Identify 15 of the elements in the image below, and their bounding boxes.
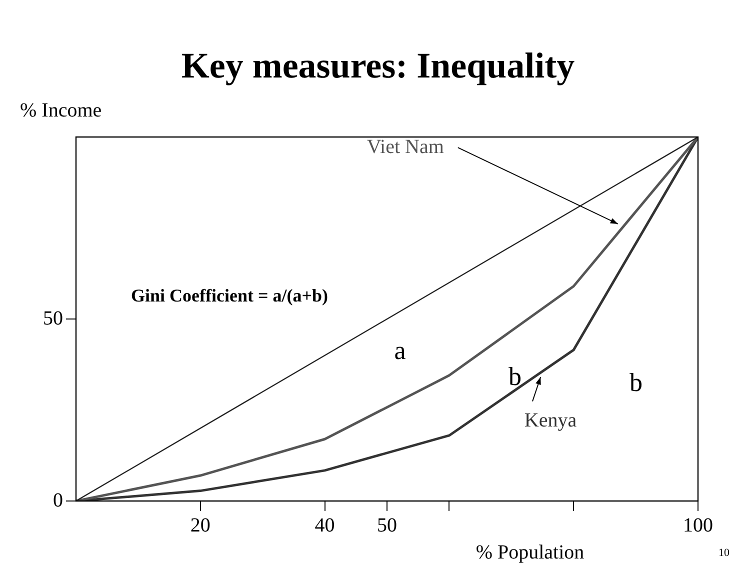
chart-title: Key measures: Inequality <box>181 45 575 86</box>
x-tick-label: 20 <box>190 514 210 536</box>
annotation: Gini Coefficient = a/(a+b) <box>131 286 328 306</box>
annotation: b <box>630 368 642 397</box>
x-tick-label: 40 <box>314 514 335 536</box>
annotation: a <box>394 336 406 365</box>
x-tick-label: 50 <box>377 514 397 536</box>
text: 10 <box>718 546 730 559</box>
y-tick-label: 0 <box>53 489 63 512</box>
series-label: Kenya <box>524 410 577 432</box>
x-axis-title: % Population <box>476 541 584 564</box>
y-axis-title: % Income <box>20 99 102 122</box>
x-tick-label: 100 <box>683 514 713 536</box>
annotation: b <box>508 362 522 391</box>
text: Viet Nam <box>366 136 444 158</box>
